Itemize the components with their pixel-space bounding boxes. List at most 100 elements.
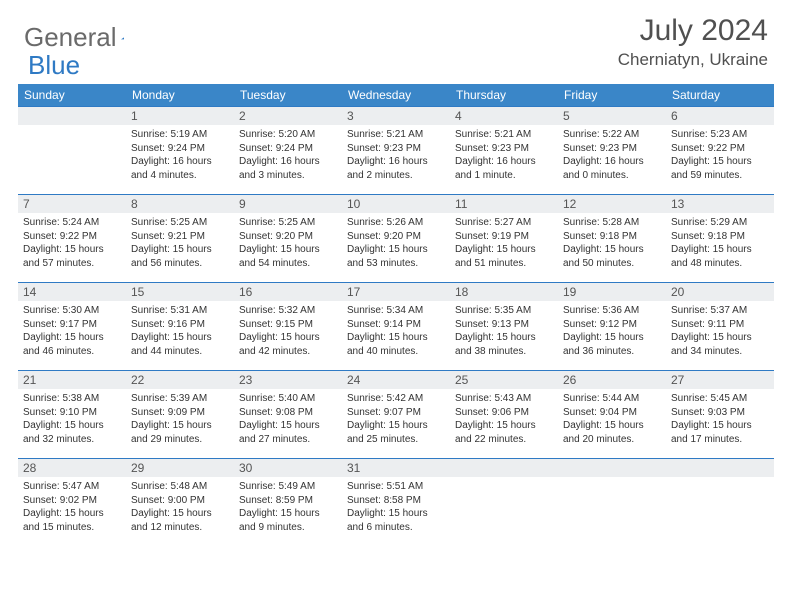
day-data: Sunrise: 5:31 AMSunset: 9:16 PMDaylight:… [126,301,234,362]
day-data: Sunrise: 5:19 AMSunset: 9:24 PMDaylight:… [126,125,234,186]
day-number: 7 [18,195,126,213]
day-header: Tuesday [234,84,342,107]
day-header: Thursday [450,84,558,107]
calendar-cell: 16Sunrise: 5:32 AMSunset: 9:15 PMDayligh… [234,283,342,371]
day-number: 8 [126,195,234,213]
calendar-cell: 29Sunrise: 5:48 AMSunset: 9:00 PMDayligh… [126,459,234,547]
day-data: Sunrise: 5:23 AMSunset: 9:22 PMDaylight:… [666,125,774,186]
calendar-cell: 8Sunrise: 5:25 AMSunset: 9:21 PMDaylight… [126,195,234,283]
calendar-cell: 23Sunrise: 5:40 AMSunset: 9:08 PMDayligh… [234,371,342,459]
day-data: Sunrise: 5:47 AMSunset: 9:02 PMDaylight:… [18,477,126,538]
calendar-cell [450,459,558,547]
calendar-cell: 1Sunrise: 5:19 AMSunset: 9:24 PMDaylight… [126,107,234,195]
day-data: Sunrise: 5:21 AMSunset: 9:23 PMDaylight:… [450,125,558,186]
calendar-cell: 22Sunrise: 5:39 AMSunset: 9:09 PMDayligh… [126,371,234,459]
day-number [450,459,558,477]
calendar-cell: 9Sunrise: 5:25 AMSunset: 9:20 PMDaylight… [234,195,342,283]
month-title: July 2024 [618,14,768,48]
day-data: Sunrise: 5:26 AMSunset: 9:20 PMDaylight:… [342,213,450,274]
calendar-cell: 6Sunrise: 5:23 AMSunset: 9:22 PMDaylight… [666,107,774,195]
calendar-cell: 27Sunrise: 5:45 AMSunset: 9:03 PMDayligh… [666,371,774,459]
calendar-cell: 25Sunrise: 5:43 AMSunset: 9:06 PMDayligh… [450,371,558,459]
day-number: 20 [666,283,774,301]
day-header: Wednesday [342,84,450,107]
calendar-cell [558,459,666,547]
day-number: 9 [234,195,342,213]
day-data: Sunrise: 5:29 AMSunset: 9:18 PMDaylight:… [666,213,774,274]
day-number: 19 [558,283,666,301]
calendar-cell: 24Sunrise: 5:42 AMSunset: 9:07 PMDayligh… [342,371,450,459]
location: Cherniatyn, Ukraine [618,50,768,70]
day-number: 18 [450,283,558,301]
day-header: Sunday [18,84,126,107]
day-number: 22 [126,371,234,389]
day-number [558,459,666,477]
day-number: 12 [558,195,666,213]
calendar-body: 1Sunrise: 5:19 AMSunset: 9:24 PMDaylight… [18,107,774,547]
day-number: 25 [450,371,558,389]
day-data: Sunrise: 5:25 AMSunset: 9:21 PMDaylight:… [126,213,234,274]
day-header: Monday [126,84,234,107]
calendar-cell: 30Sunrise: 5:49 AMSunset: 8:59 PMDayligh… [234,459,342,547]
day-data: Sunrise: 5:49 AMSunset: 8:59 PMDaylight:… [234,477,342,538]
day-number: 29 [126,459,234,477]
day-number: 6 [666,107,774,125]
day-data: Sunrise: 5:32 AMSunset: 9:15 PMDaylight:… [234,301,342,362]
day-number: 21 [18,371,126,389]
day-data: Sunrise: 5:30 AMSunset: 9:17 PMDaylight:… [18,301,126,362]
calendar-cell: 10Sunrise: 5:26 AMSunset: 9:20 PMDayligh… [342,195,450,283]
calendar-cell: 11Sunrise: 5:27 AMSunset: 9:19 PMDayligh… [450,195,558,283]
day-data: Sunrise: 5:44 AMSunset: 9:04 PMDaylight:… [558,389,666,450]
day-data: Sunrise: 5:21 AMSunset: 9:23 PMDaylight:… [342,125,450,186]
day-number: 4 [450,107,558,125]
day-data: Sunrise: 5:35 AMSunset: 9:13 PMDaylight:… [450,301,558,362]
calendar-cell [18,107,126,195]
day-number: 5 [558,107,666,125]
day-data: Sunrise: 5:34 AMSunset: 9:14 PMDaylight:… [342,301,450,362]
brand-word1: General [24,22,117,53]
day-data: Sunrise: 5:39 AMSunset: 9:09 PMDaylight:… [126,389,234,450]
day-number: 1 [126,107,234,125]
day-number: 17 [342,283,450,301]
calendar-cell: 7Sunrise: 5:24 AMSunset: 9:22 PMDaylight… [18,195,126,283]
calendar-cell: 12Sunrise: 5:28 AMSunset: 9:18 PMDayligh… [558,195,666,283]
calendar-cell: 15Sunrise: 5:31 AMSunset: 9:16 PMDayligh… [126,283,234,371]
calendar-cell: 18Sunrise: 5:35 AMSunset: 9:13 PMDayligh… [450,283,558,371]
day-number: 26 [558,371,666,389]
day-number: 28 [18,459,126,477]
day-number [18,107,126,125]
day-data: Sunrise: 5:20 AMSunset: 9:24 PMDaylight:… [234,125,342,186]
day-header: Saturday [666,84,774,107]
calendar-cell: 14Sunrise: 5:30 AMSunset: 9:17 PMDayligh… [18,283,126,371]
day-data: Sunrise: 5:36 AMSunset: 9:12 PMDaylight:… [558,301,666,362]
calendar-cell: 3Sunrise: 5:21 AMSunset: 9:23 PMDaylight… [342,107,450,195]
day-header: Friday [558,84,666,107]
day-number: 3 [342,107,450,125]
brand-triangle-icon [121,28,125,48]
calendar-cell: 4Sunrise: 5:21 AMSunset: 9:23 PMDaylight… [450,107,558,195]
calendar-cell: 13Sunrise: 5:29 AMSunset: 9:18 PMDayligh… [666,195,774,283]
day-number: 13 [666,195,774,213]
header: General July 2024 Cherniatyn, Ukraine [0,0,792,76]
day-data: Sunrise: 5:45 AMSunset: 9:03 PMDaylight:… [666,389,774,450]
calendar-row: 14Sunrise: 5:30 AMSunset: 9:17 PMDayligh… [18,283,774,371]
title-block: July 2024 Cherniatyn, Ukraine [618,14,768,70]
day-number: 10 [342,195,450,213]
calendar-cell: 20Sunrise: 5:37 AMSunset: 9:11 PMDayligh… [666,283,774,371]
day-data: Sunrise: 5:24 AMSunset: 9:22 PMDaylight:… [18,213,126,274]
calendar-cell: 31Sunrise: 5:51 AMSunset: 8:58 PMDayligh… [342,459,450,547]
day-number: 30 [234,459,342,477]
day-number: 16 [234,283,342,301]
day-number: 2 [234,107,342,125]
calendar-row: 21Sunrise: 5:38 AMSunset: 9:10 PMDayligh… [18,371,774,459]
calendar-row: 7Sunrise: 5:24 AMSunset: 9:22 PMDaylight… [18,195,774,283]
day-data: Sunrise: 5:28 AMSunset: 9:18 PMDaylight:… [558,213,666,274]
day-number: 23 [234,371,342,389]
brand-logo: General [24,14,147,53]
day-number: 14 [18,283,126,301]
day-data: Sunrise: 5:40 AMSunset: 9:08 PMDaylight:… [234,389,342,450]
day-number: 24 [342,371,450,389]
calendar-cell [666,459,774,547]
calendar-cell: 5Sunrise: 5:22 AMSunset: 9:23 PMDaylight… [558,107,666,195]
calendar-cell: 26Sunrise: 5:44 AMSunset: 9:04 PMDayligh… [558,371,666,459]
